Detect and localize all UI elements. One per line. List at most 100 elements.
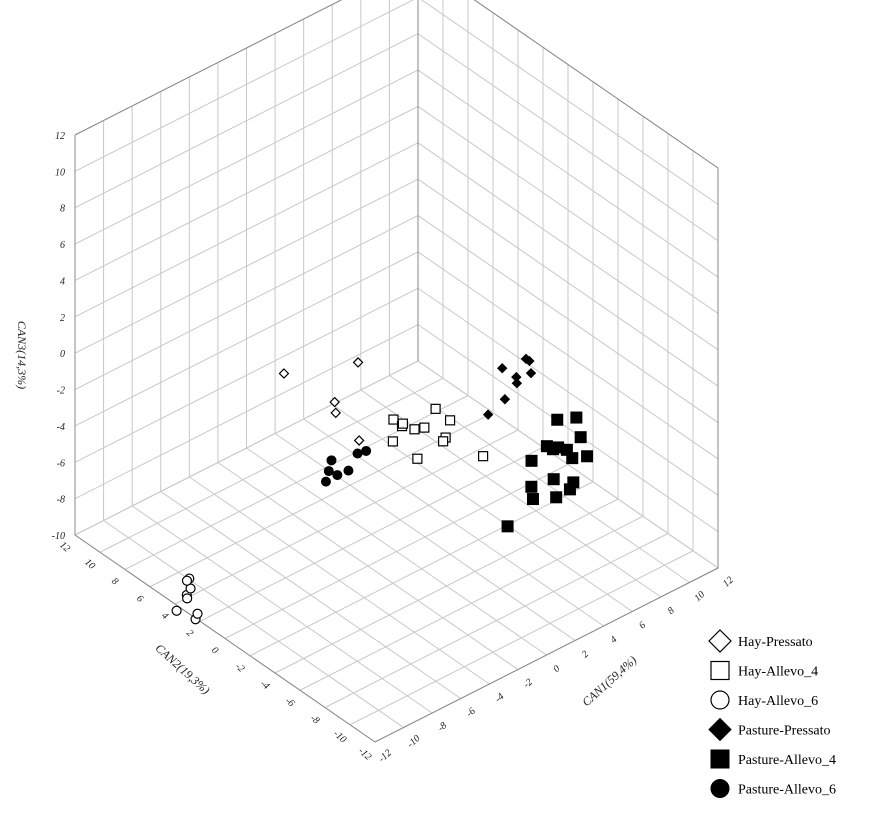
- z-tick-label: -6: [57, 458, 65, 469]
- wall-gridline: [74, 142, 419, 318]
- data-point: [278, 368, 290, 379]
- legend-label: Hay-Allevo_4: [738, 665, 818, 680]
- wall-gridline: [417, 33, 719, 242]
- data-point: [323, 466, 334, 477]
- y-tick-label: 0: [209, 645, 220, 657]
- x-tick-label: -4: [493, 691, 507, 705]
- data-point: [499, 394, 511, 405]
- frame-edge: [473, 0, 719, 169]
- x-axis-label: CAN1(59,4%): [579, 653, 639, 709]
- z-axis-label: CAN3(14,3%): [15, 321, 29, 389]
- data-point: [526, 493, 539, 506]
- data-point: [563, 483, 576, 496]
- wall-gridline: [417, 215, 719, 423]
- x-tick-label: 2: [580, 649, 591, 661]
- data-point: [171, 605, 182, 616]
- data-point: [497, 362, 508, 374]
- legend-item: Hay-Allevo_4: [710, 660, 818, 681]
- legend-marker-diamond-open: [708, 629, 732, 653]
- legend-item: Hay-Pressato: [708, 629, 813, 653]
- wall-gridline: [74, 33, 419, 209]
- x-tick-label: -8: [436, 720, 450, 734]
- wall-gridline: [74, 360, 419, 536]
- legend-item: Pasture-Allevo_6: [710, 779, 836, 798]
- legend: Hay-Pressato Hay-Allevo_4 Hay-Allevo_6 Past…: [708, 629, 836, 798]
- data-point: [320, 476, 331, 487]
- grid-layer: [74, 0, 719, 743]
- wall-gridline: [420, 0, 719, 205]
- floor-gridline: [174, 429, 519, 605]
- z-tick-label: 8: [60, 204, 65, 215]
- x-tick-label: 6: [637, 620, 648, 632]
- wall-gridline: [74, 251, 419, 427]
- data-point: [581, 450, 594, 463]
- data-point: [524, 355, 535, 367]
- wall-gridline: [417, 69, 719, 278]
- series-hay-allevo-4: [387, 403, 489, 464]
- tick-labels: -10-8-6-4-2024681012-12-10-8-6-4-2024681…: [52, 131, 736, 765]
- x-tick-label: -2: [521, 677, 535, 691]
- wall-gridline: [74, 324, 419, 500]
- data-point: [566, 452, 579, 465]
- y-tick-label: 10: [82, 557, 97, 572]
- floor-gridline: [324, 533, 669, 708]
- y-tick-label: -2: [233, 661, 247, 675]
- wall-gridline: [74, 287, 419, 463]
- wall-gridline: [417, 360, 719, 569]
- data-point: [444, 415, 456, 426]
- floor-gridline: [124, 395, 469, 570]
- data-point: [525, 480, 538, 493]
- wall-gridline: [74, 106, 419, 281]
- floor-gridline: [349, 550, 694, 726]
- floor-gridline: [149, 412, 494, 588]
- wall-gridline: [74, 0, 414, 172]
- series-pasture-allevo-4: [501, 411, 594, 533]
- data-point: [547, 473, 560, 486]
- y-tick-label: 2: [184, 628, 195, 640]
- legend-marker-square-open: [710, 660, 730, 681]
- legend-marker-square-filled: [710, 749, 730, 769]
- wall-gridline: [417, 106, 719, 314]
- data-point: [419, 422, 430, 433]
- z-tick-label: 4: [60, 276, 65, 287]
- x-tick-label: 12: [721, 575, 736, 590]
- floor-gridline: [224, 464, 569, 639]
- data-point: [550, 491, 563, 504]
- y-axis-label: CAN2(19,3%): [153, 641, 213, 697]
- x-tick-label: -10: [405, 733, 422, 750]
- y-tick-label: -8: [308, 713, 322, 727]
- data-point: [192, 608, 203, 619]
- z-tick-label: -10: [52, 531, 65, 542]
- y-tick-label: 4: [159, 610, 170, 622]
- z-tick-label: -2: [57, 386, 65, 397]
- data-point: [387, 436, 399, 447]
- data-point: [182, 593, 193, 604]
- x-tick-label: -12: [377, 748, 394, 765]
- z-tick-label: 10: [55, 167, 65, 178]
- data-point: [551, 413, 564, 426]
- wall-gridline: [74, 178, 419, 354]
- data-point: [478, 451, 489, 462]
- z-tick-label: -4: [57, 422, 65, 433]
- data-point: [330, 407, 342, 419]
- data-point: [326, 455, 337, 466]
- y-tick-label: 6: [134, 593, 145, 605]
- z-tick-label: 12: [55, 131, 65, 142]
- wall-gridline: [74, 215, 419, 390]
- data-point: [181, 575, 193, 586]
- data-point: [412, 453, 423, 464]
- data-point: [352, 448, 363, 459]
- y-tick-label: -12: [356, 746, 373, 763]
- floor-gridline: [99, 377, 444, 553]
- z-tick-label: 6: [60, 240, 65, 251]
- axis-labels: CAN3(14,3%) CAN2(19,3%) CAN1(59,4%): [15, 321, 639, 709]
- floor-gridline: [299, 515, 644, 691]
- legend-item: Pasture-Pressato: [708, 717, 831, 742]
- legend-label: Pasture-Allevo_6: [738, 783, 836, 798]
- legend-marker-circle-open: [710, 690, 730, 710]
- data-point: [388, 414, 399, 425]
- data-point: [352, 357, 364, 368]
- y-tick-label: -4: [258, 678, 272, 692]
- wall-gridline: [417, 287, 719, 496]
